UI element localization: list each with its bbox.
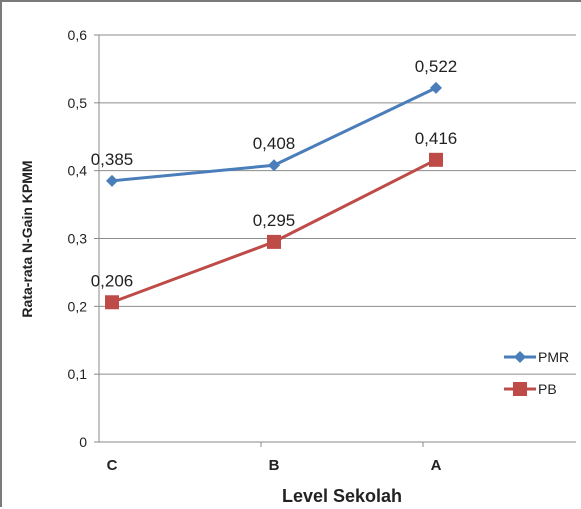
data-point-pmr xyxy=(430,81,442,94)
y-tick-label: 0,3 xyxy=(68,231,88,247)
y-axis-title: Rata-rata N-Gain KPMM xyxy=(19,160,35,317)
data-label-pmr: 0,385 xyxy=(91,150,134,169)
legend: PMR PB xyxy=(504,349,569,397)
data-labels: 0,385 0,408 0,522 0,206 0,295 0,416 xyxy=(91,57,458,290)
legend-marker-pmr xyxy=(514,351,526,363)
y-tick-label: 0,1 xyxy=(68,366,88,382)
y-tick-labels: 0 0,1 0,2 0,3 0,4 0,5 0,6 xyxy=(68,27,99,450)
x-tick-label: A xyxy=(431,457,442,474)
data-point-pb xyxy=(267,234,281,249)
series-line-pb xyxy=(111,158,437,304)
data-label-pmr: 0,408 xyxy=(253,134,296,153)
data-point-pmr xyxy=(268,159,280,172)
gridlines xyxy=(99,34,576,375)
data-point-pmr xyxy=(106,174,118,187)
legend-label-pmr: PMR xyxy=(538,349,569,365)
legend-label-pb: PB xyxy=(538,381,557,397)
series xyxy=(105,81,443,310)
data-point-pb xyxy=(429,152,443,167)
y-tick-label: 0 xyxy=(79,434,87,450)
data-label-pb: 0,416 xyxy=(415,129,458,148)
x-tick-label: C xyxy=(107,457,118,474)
y-tick-label: 0,4 xyxy=(68,163,88,179)
data-label-pmr: 0,522 xyxy=(415,57,458,76)
data-point-pb xyxy=(105,295,119,310)
y-tick-label: 0,5 xyxy=(68,95,88,111)
y-tick-label: 0,6 xyxy=(68,27,88,43)
y-tick-label: 0,2 xyxy=(68,298,88,314)
x-axis-title: Level Sekolah xyxy=(282,486,402,506)
x-tick-label: B xyxy=(269,457,280,474)
data-label-pb: 0,295 xyxy=(253,211,296,230)
data-label-pb: 0,206 xyxy=(91,271,134,290)
legend-marker-pb xyxy=(513,382,527,396)
